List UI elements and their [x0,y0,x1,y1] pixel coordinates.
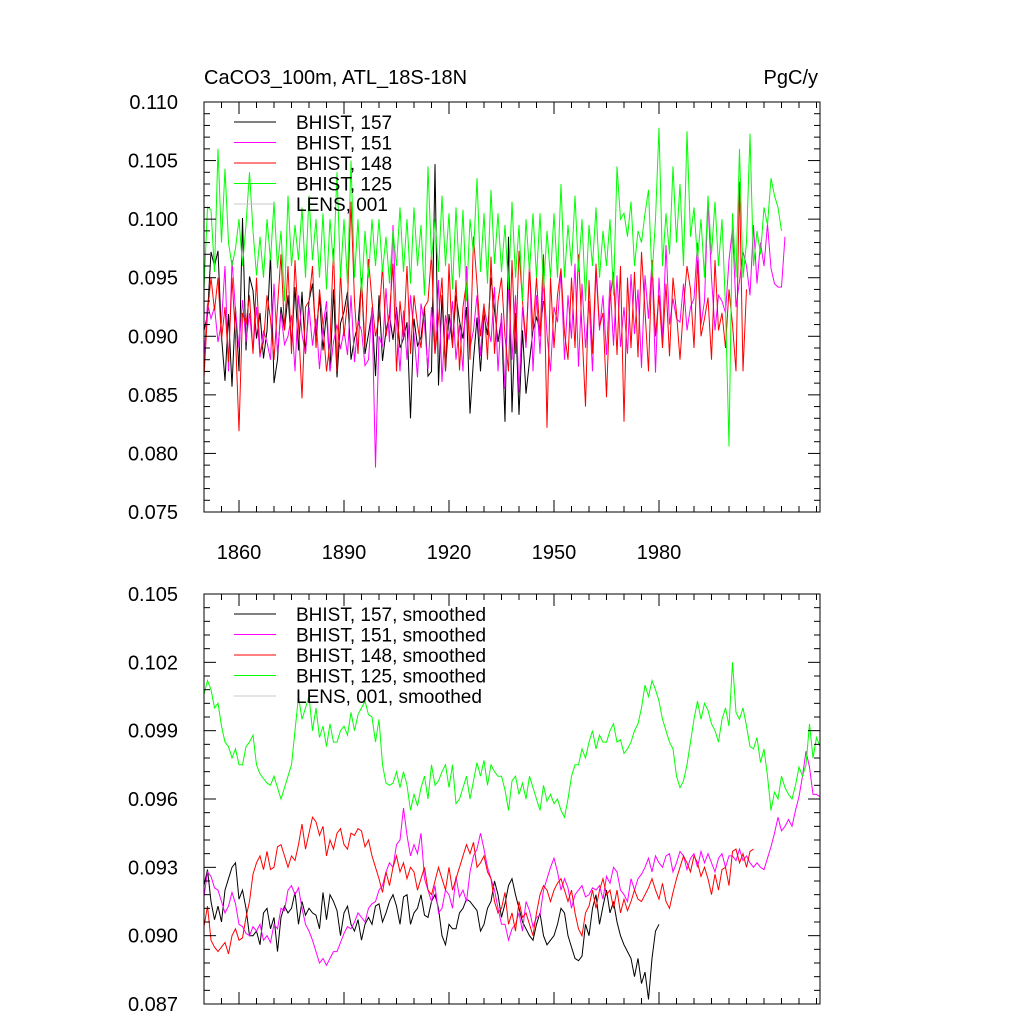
y-tick-label: 0.080 [128,443,178,465]
series-group [204,662,820,1000]
x-tick-label: 1950 [532,542,577,564]
legend-label: BHIST, 157 [296,113,392,134]
chart-title-right: PgC/y [764,67,818,89]
y-tick-label: 0.100 [128,209,178,231]
chart-title-left: CaCO3_100m, ATL_18S-18N [204,67,467,89]
y-tick-label: 0.099 [128,721,178,743]
y-tick-label: 0.085 [128,385,178,407]
x-tick-label: 1860 [217,542,262,564]
chart-panel-1: 1860 1890 1920 1950 1980 0.075 0.080 0.085 0.090… [128,67,821,564]
y-tick-label: 0.102 [128,652,178,674]
y-tick-label: 0.090 [128,926,178,948]
y-tick-label: 0.105 [128,151,178,173]
chart-panel-2: 0.087 0.090 0.093 0.096 0.099 0.102 0.105 BHIST… [128,584,821,1016]
legend-label: LENS, 001 [296,195,388,216]
legend-label: BHIST, 151, smoothed [296,626,486,647]
legend-label: BHIST, 148, smoothed [296,646,486,667]
series-line-2 [204,751,820,967]
legend-label: BHIST, 157, smoothed [296,605,486,626]
y-tick-label: 0.075 [128,502,178,524]
legend-label: LENS, 001, smoothed [296,687,482,708]
y-tick-label: 0.090 [128,326,178,348]
y-tick-label: 0.095 [128,268,178,290]
legend-label: BHIST, 125 [296,175,392,196]
series-line-3 [204,181,747,432]
plot-frame [203,101,821,513]
series-line-2 [204,201,786,468]
y-tick-label: 0.105 [128,584,178,606]
x-tick-label: 1890 [322,542,367,564]
y-tick-label: 0.093 [128,857,178,879]
series-line-4 [204,127,782,447]
y-tick-label: 0.110 [129,92,178,114]
series-group [204,127,786,468]
y-tick-label: 0.087 [128,994,178,1016]
x-tick-label: 1980 [637,542,682,564]
y-tick-label: 0.096 [128,789,178,811]
series-line-1 [204,164,544,422]
series-line-4 [204,662,820,819]
legend-label: BHIST, 148 [296,154,392,175]
x-tick-label: 1920 [427,542,472,564]
legend-label: BHIST, 125, smoothed [296,667,486,688]
series-line-3 [204,816,754,955]
legend-label: BHIST, 151 [296,134,392,155]
